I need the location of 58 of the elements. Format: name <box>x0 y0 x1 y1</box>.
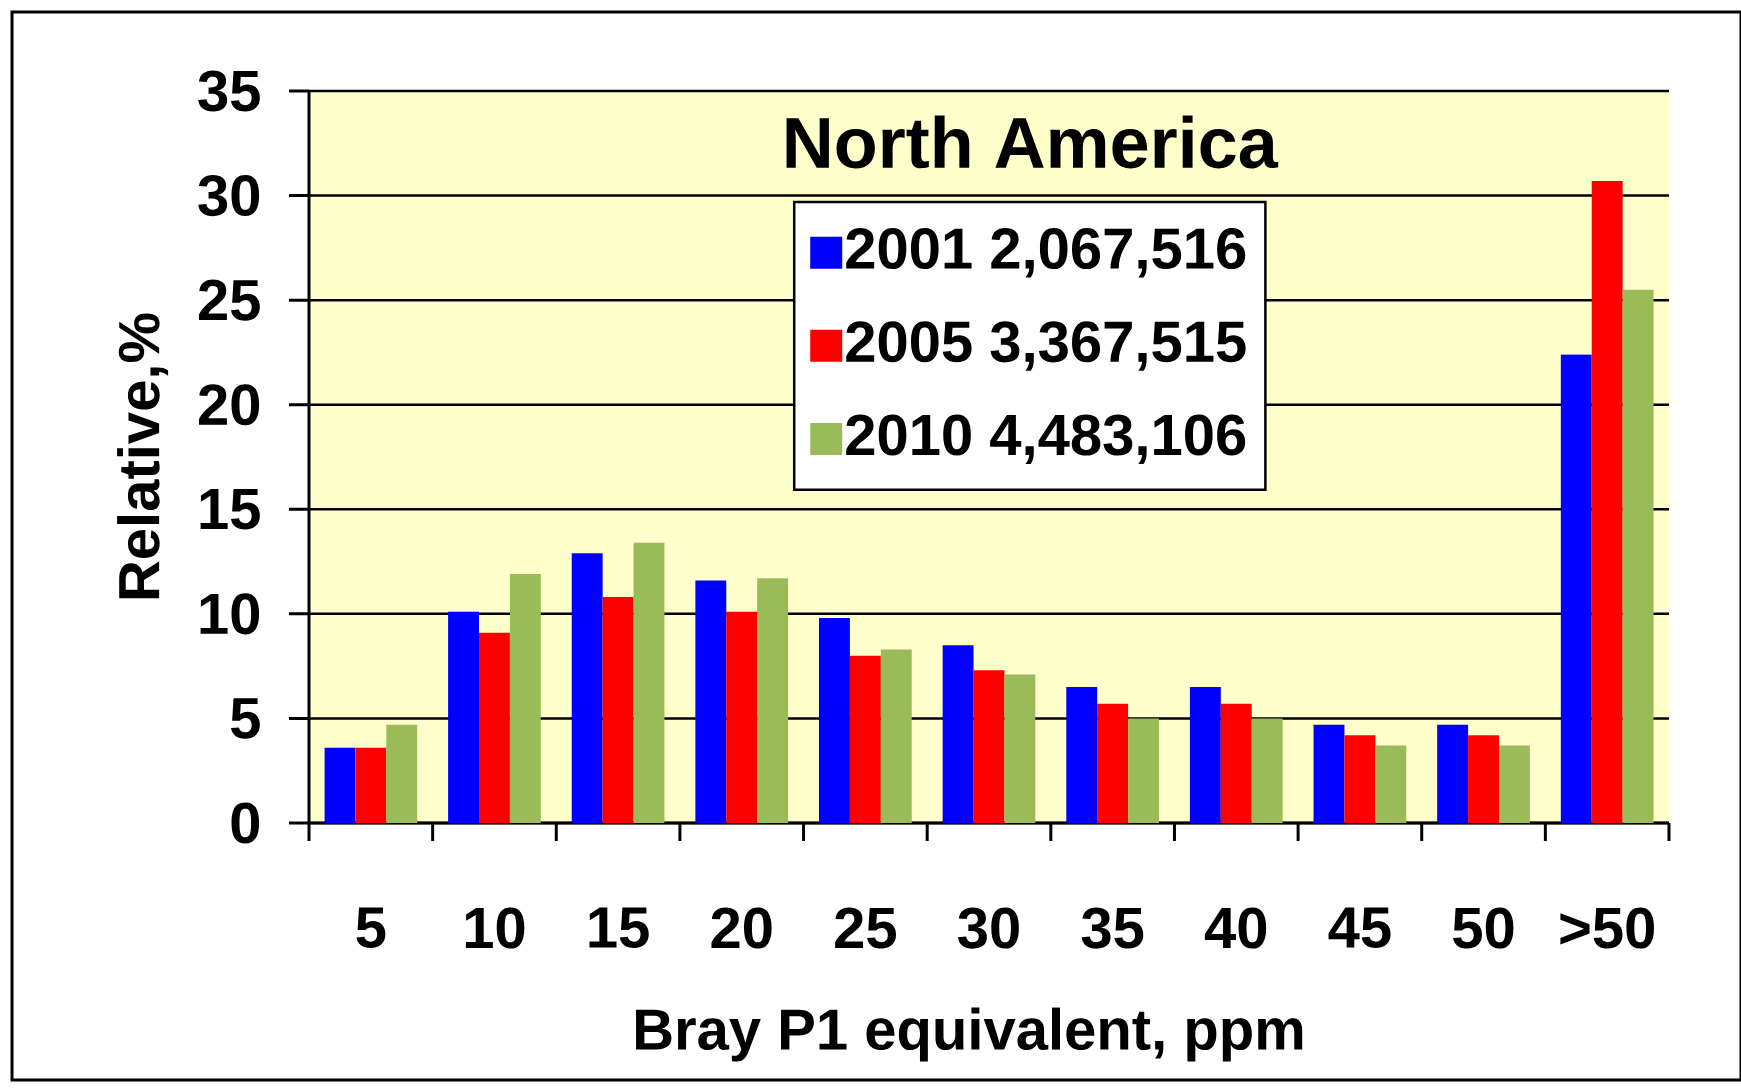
bar <box>695 580 727 823</box>
bar <box>1560 354 1592 823</box>
bar <box>1622 289 1654 823</box>
bar <box>1375 745 1407 823</box>
x-tick-label: 10 <box>465 907 525 949</box>
bar <box>355 747 387 823</box>
x-tick-label: 20 <box>711 907 772 949</box>
x-tick-label: 45 <box>1328 907 1391 948</box>
x-tick-label: 30 <box>958 907 1019 949</box>
x-axis-title: Bray P1 equivalent, ppm <box>636 1007 1303 1062</box>
bar <box>509 574 541 823</box>
y-tick-label: 15 <box>200 489 260 530</box>
bar <box>386 724 418 823</box>
bar <box>942 645 974 823</box>
bar <box>849 655 881 823</box>
x-tick-label: >50 <box>1560 907 1654 949</box>
bar <box>448 611 479 823</box>
y-tick-label: 30 <box>198 174 260 217</box>
bar <box>602 597 634 823</box>
y-tick-label: 25 <box>198 279 260 321</box>
y-tick-label: 35 <box>198 70 260 112</box>
chart-title: North America <box>786 115 1279 169</box>
legend-label: 2001 2,067,516 <box>846 228 1246 278</box>
x-tick-label: 35 <box>1081 907 1144 949</box>
bar <box>1097 703 1129 823</box>
y-axis-title: Relative,% <box>117 313 169 599</box>
bar <box>757 578 789 823</box>
bar <box>571 553 603 823</box>
bar <box>1313 724 1345 823</box>
bar <box>1468 735 1499 823</box>
bar <box>1251 718 1283 823</box>
bar <box>1189 687 1221 823</box>
bar <box>726 611 758 823</box>
y-tick-label: 0 <box>231 802 260 844</box>
bar <box>1437 724 1469 823</box>
bar <box>880 649 912 823</box>
x-tick-label: 40 <box>1204 907 1267 949</box>
bar <box>1499 745 1530 823</box>
bar <box>1344 735 1376 823</box>
x-tick-label: 50 <box>1453 907 1514 949</box>
y-tick-label: 5 <box>231 698 260 739</box>
bar <box>819 618 850 823</box>
y-tick-label: 10 <box>200 593 260 635</box>
bar <box>479 632 510 823</box>
bar <box>1004 674 1036 823</box>
x-tick-label: 5 <box>356 907 386 948</box>
bar <box>324 747 356 823</box>
bar <box>1128 718 1159 823</box>
bar <box>1220 703 1252 823</box>
y-tick-label: 20 <box>198 384 260 426</box>
bar <box>633 542 665 823</box>
x-tick-label: 15 <box>589 907 649 948</box>
legend-label: 2005 3,367,515 <box>846 321 1246 371</box>
bar <box>1591 180 1623 823</box>
bar <box>1066 687 1098 823</box>
x-tick-label: 25 <box>835 907 896 949</box>
bar <box>973 670 1005 823</box>
legend-label: 2010 4,483,106 <box>846 414 1246 464</box>
